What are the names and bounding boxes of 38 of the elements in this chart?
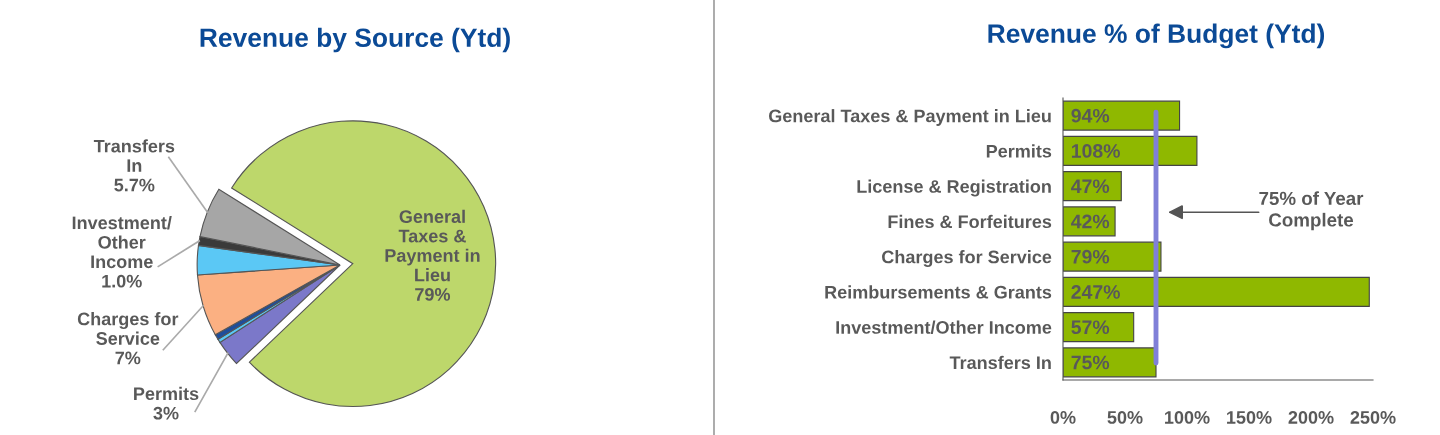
y-tick-label: General Taxes & Payment in Lieu bbox=[769, 109, 1051, 126]
bar bbox=[1063, 347, 1157, 378]
data-label: 75% bbox=[1071, 355, 1110, 370]
data-label: 5.7% bbox=[114, 178, 155, 192]
y-tick-label: Permits bbox=[986, 144, 1052, 158]
y-tick-label: Investment/Other Income bbox=[836, 320, 1052, 335]
x-tick-label: 200% bbox=[1288, 411, 1334, 424]
data-label: 247% bbox=[1071, 285, 1120, 299]
slice-label: Transfers In bbox=[93, 139, 175, 172]
x-tick-label: 100% bbox=[1165, 411, 1210, 424]
y-tick-label: Transfers In bbox=[949, 355, 1051, 370]
data-label: 42% bbox=[1071, 214, 1110, 229]
y-tick-label: Reimbursements & Grants bbox=[825, 285, 1052, 299]
data-label: 3% bbox=[153, 406, 179, 420]
y-tick-label: Fines & Forfeitures bbox=[888, 214, 1052, 229]
x-tick-label: 50% bbox=[1107, 411, 1143, 424]
x-tick-label: 0% bbox=[1050, 411, 1076, 424]
slice-label: General Taxes & Payment in Lieu bbox=[385, 209, 480, 282]
annotation: 75% of Year Complete bbox=[1259, 191, 1364, 231]
bar bbox=[1063, 276, 1370, 307]
data-label: 57% bbox=[1071, 320, 1110, 335]
y-tick-label: License & Registration bbox=[857, 179, 1051, 197]
data-label: 79% bbox=[1071, 249, 1110, 264]
slice-label: Permits bbox=[134, 386, 199, 401]
data-label: 79% bbox=[415, 288, 451, 301]
data-label: 108% bbox=[1071, 144, 1120, 158]
data-label: 94% bbox=[1071, 108, 1110, 123]
y-tick-label: Charges for Service bbox=[882, 250, 1052, 267]
slice-label: Investment/ Other Income bbox=[72, 215, 172, 269]
bar bbox=[1063, 100, 1181, 131]
x-tick-label: 250% bbox=[1350, 411, 1396, 424]
data-label: 47% bbox=[1071, 179, 1110, 194]
data-label: 1.0% bbox=[102, 274, 142, 288]
x-tick-label: 150% bbox=[1227, 411, 1272, 424]
chart-title: Revenue % of Budget (Ytd) bbox=[988, 23, 1325, 49]
data-label: 7% bbox=[115, 351, 141, 365]
slice-label: Charges for Service bbox=[77, 312, 179, 345]
chart-title: Revenue by Source (Ytd) bbox=[200, 27, 510, 53]
